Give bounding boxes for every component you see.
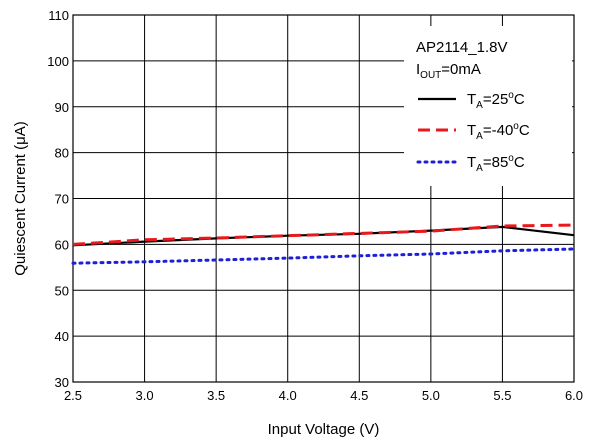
y-tick-label: 90	[55, 100, 69, 115]
legend-header-value: =0mA	[441, 61, 481, 78]
y-tick-label: 100	[47, 54, 69, 69]
y-tick-label: 80	[55, 146, 69, 161]
y-tick-label: 110	[48, 8, 69, 23]
y-tick-labels: 30 40 50 60 70 80 90 100 110	[47, 8, 69, 390]
legend-label-value: =-40	[483, 122, 513, 139]
y-tick-label: 70	[55, 192, 69, 207]
legend-label-value: =25	[483, 91, 508, 108]
plot-frame	[72, 14, 575, 383]
legend-label-2: TA=85oC	[467, 153, 525, 174]
legend-label-degree: o	[508, 153, 514, 164]
series-line-1	[72, 223, 575, 246]
legend-header-device: AP2114_1.8V	[416, 39, 507, 56]
legend-box	[404, 26, 572, 186]
legend: AP2114_1.8V IOUT=0mA TA=25oCTA=-40oCTA=8…	[404, 26, 572, 186]
legend-label-sub: A	[476, 163, 483, 174]
legend-label-degree: o	[513, 121, 519, 132]
x-axis-label: Input Voltage (V)	[268, 421, 380, 438]
legend-label-unit: C	[514, 154, 525, 171]
series-line-2	[71, 247, 576, 265]
x-tick-label: 2.5	[64, 388, 82, 403]
data-series	[71, 223, 576, 265]
y-axis-label: Quiescent Current (μA)	[12, 121, 29, 276]
legend-label-degree: o	[508, 90, 514, 101]
legend-label-unit: C	[514, 91, 525, 108]
y-tick-label: 50	[55, 283, 69, 298]
legend-label-unit: C	[519, 122, 530, 139]
legend-header-out-sub: OUT	[420, 70, 441, 81]
legend-label-sub: A	[476, 131, 483, 142]
y-tick-label: 30	[55, 375, 69, 390]
y-tick-label: 40	[55, 329, 69, 344]
legend-header-condition: IOUT=0mA	[416, 61, 481, 81]
legend-header-i: I	[416, 61, 420, 78]
x-tick-label: 6.0	[565, 388, 583, 403]
legend-label-main: T	[467, 122, 476, 139]
x-tick-label: 4.5	[350, 388, 368, 403]
x-tick-label: 3.0	[136, 388, 154, 403]
legend-label-main: T	[467, 91, 476, 108]
grid-lines	[72, 14, 575, 383]
legend-label-1: TA=-40oC	[467, 121, 530, 142]
x-tick-label: 5.5	[493, 388, 511, 403]
x-tick-labels: 2.5 3.0 3.5 4.0 4.5 5.0 5.5 6.0	[64, 388, 583, 403]
legend-label-sub: A	[476, 100, 483, 111]
y-tick-label: 60	[55, 237, 69, 252]
x-tick-label: 3.5	[207, 388, 225, 403]
legend-label-value: =85	[483, 154, 508, 171]
x-tick-label: 5.0	[422, 388, 440, 403]
series-line-0	[72, 225, 575, 247]
x-tick-label: 4.0	[279, 388, 297, 403]
legend-label-0: TA=25oC	[467, 90, 525, 111]
legend-label-main: T	[467, 154, 476, 171]
